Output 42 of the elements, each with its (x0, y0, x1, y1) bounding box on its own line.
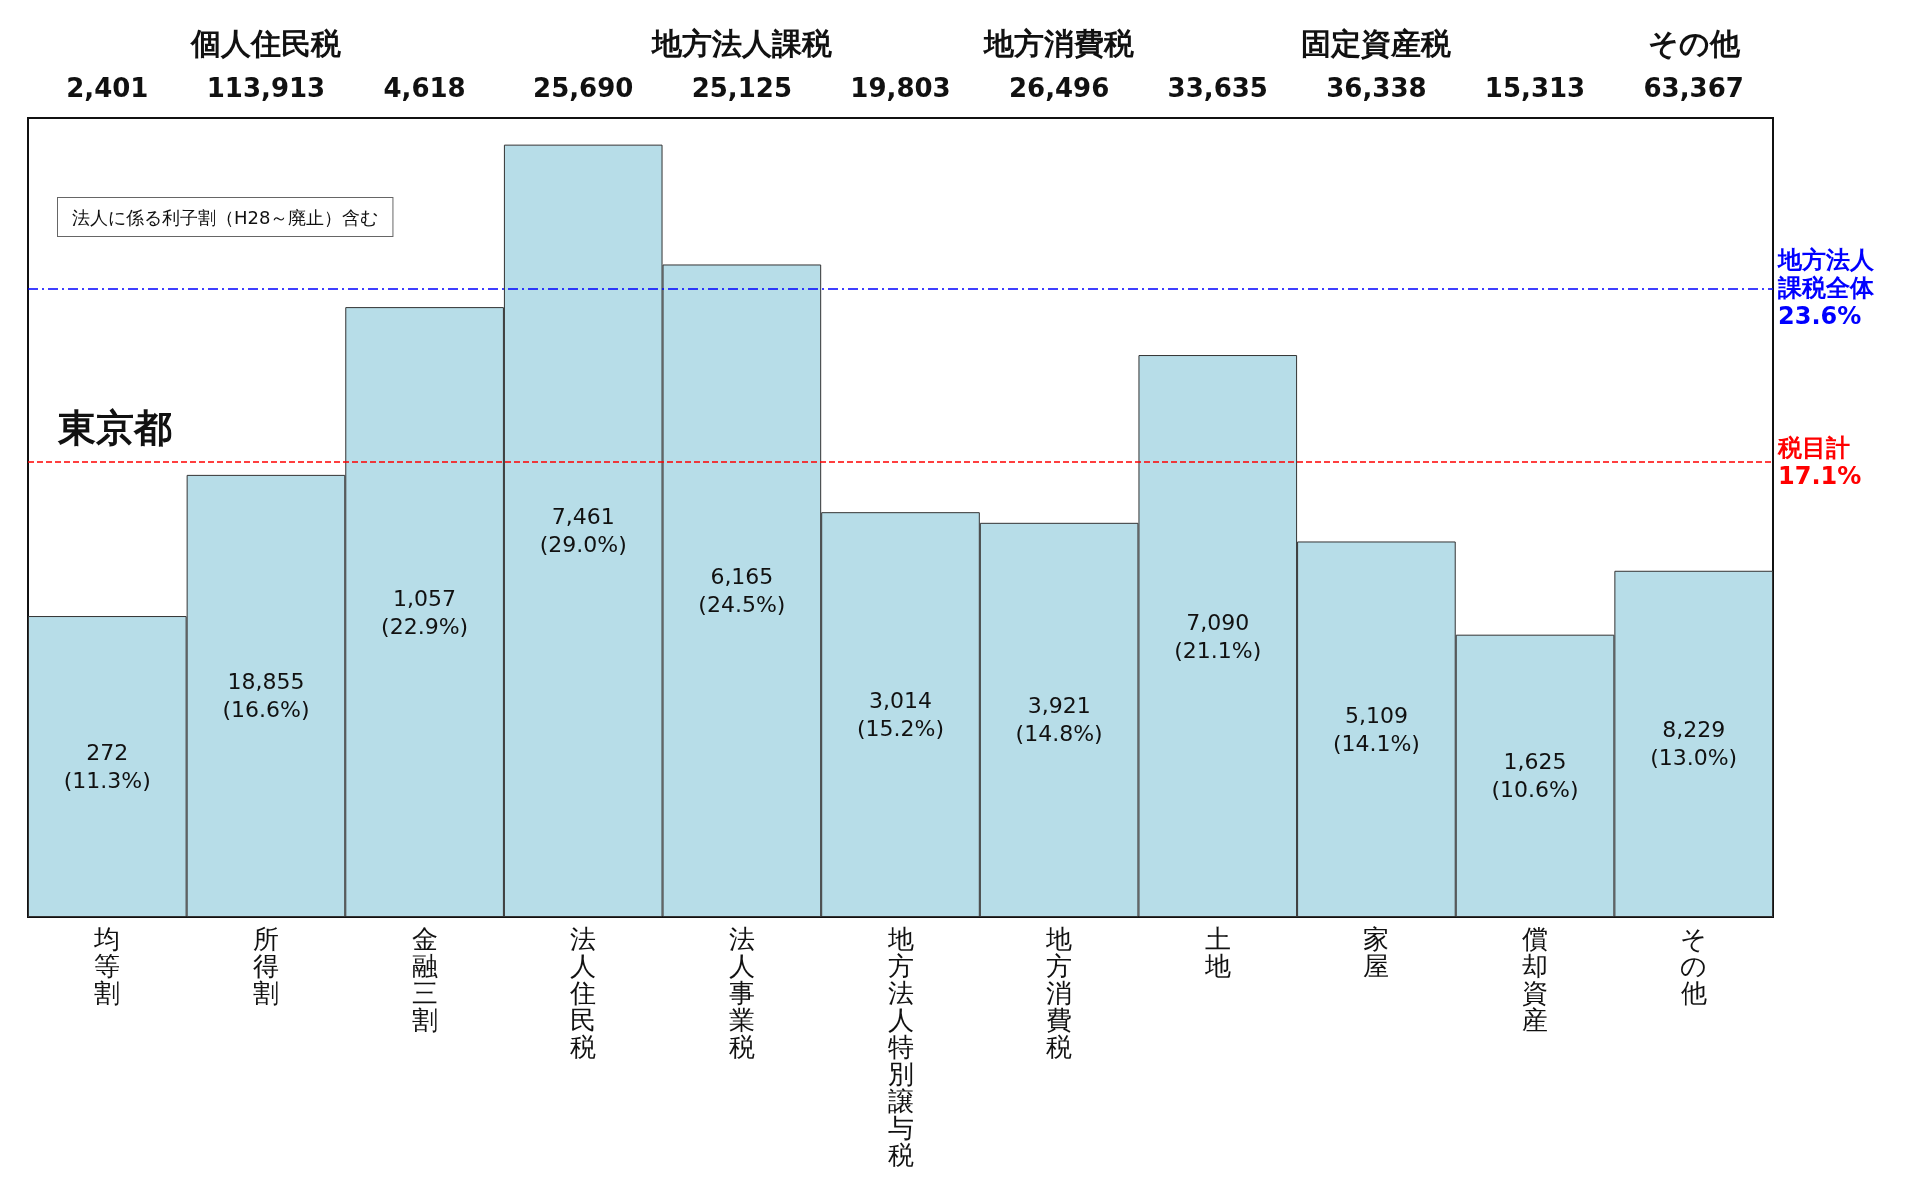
text: 26,496 (1008, 73, 1110, 103)
ref-line-label: 地方法人課税全体 23.6% (1777, 246, 1875, 331)
data-label: 1,057 (22.9%) (381, 585, 469, 639)
data-label: 5,109 (14.1%) (1332, 702, 1420, 756)
x-tick-label: 償却資産 (1522, 923, 1549, 1035)
x-tick-label: 均等割 (93, 923, 121, 1008)
text: 15,313 (1484, 73, 1586, 103)
data-label: 3,014 (15.2%) (856, 688, 945, 742)
ref-line-label: 税目計 17.1% (1777, 433, 1862, 490)
annotation: 法人に係る利子割（H28～廃止）含む (72, 206, 379, 228)
data-label: 18,855 (16.6%) (222, 669, 310, 723)
text: 2,401 (66, 73, 149, 103)
text: 地方法人課税 (649, 25, 832, 61)
annotation: 東京都 (57, 406, 172, 450)
category-label: 地方法人特別譲与税 (887, 923, 914, 1170)
text: 個人住民税 (189, 25, 341, 61)
x-tick-label: 所得割 (252, 923, 279, 1008)
data-label: 8,229 (13.0%) (1650, 717, 1738, 771)
x-tick-label: 法人住民税 (569, 923, 597, 1062)
text: 19,803 (850, 73, 951, 103)
data-label: 272 (11.3%) (63, 740, 151, 794)
text: 4,618 (383, 73, 466, 103)
x-tick-label: 地方消費税 (1045, 923, 1073, 1062)
data-label: 3,921 (14.8%) (1015, 693, 1103, 747)
x-tick-label: 家屋 (1363, 923, 1390, 981)
text: 固定資産税 (1301, 25, 1452, 61)
x-tick-label: 法人事業税 (728, 923, 755, 1062)
data-label: 1,625 (10.6%) (1491, 749, 1579, 803)
data-label: 6,165 (24.5%) (698, 564, 786, 618)
text: 113,913 (206, 73, 326, 103)
data-label: 7,090 (21.1%) (1174, 609, 1262, 663)
text: 25,125 (691, 73, 793, 103)
text: その他 (1647, 25, 1741, 61)
text: 25,690 (533, 73, 634, 103)
text: 36,338 (1326, 73, 1427, 103)
x-tick-label: その他 (1680, 923, 1708, 1008)
text: 地方消費税 (982, 25, 1135, 61)
text: 63,367 (1643, 73, 1744, 103)
text: 33,635 (1167, 73, 1268, 103)
x-tick-label: 金融三割 (411, 923, 438, 1035)
x-tick-label: 土地 (1203, 923, 1231, 981)
data-label: 7,461 (29.0%) (539, 504, 627, 558)
